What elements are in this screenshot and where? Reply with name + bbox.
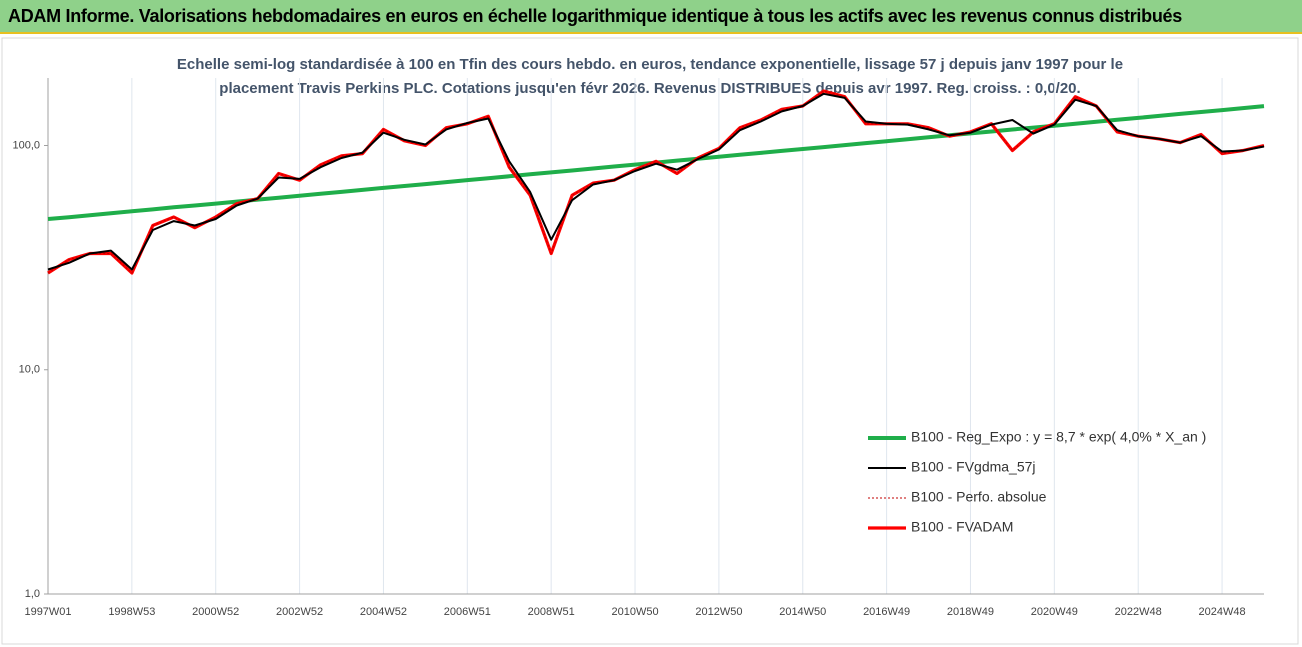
legend-label: B100 - FVADAM [911,519,1013,535]
legend-label: B100 - Perfo. absolue [911,489,1047,505]
x-tick-label: 2014W50 [779,606,826,618]
chart-title: Echelle semi-log standardisée à 100 en T… [177,56,1123,73]
x-tick-label: 1998W53 [108,606,155,618]
x-tick-label: 2008W51 [528,606,575,618]
series-line [47,92,1265,271]
x-tick-label: 2012W50 [695,606,742,618]
legend-label: B100 - FVgdma_57j [911,459,1036,475]
x-tick-label: 1997W01 [24,606,71,618]
x-tick-label: 2002W52 [276,606,323,618]
x-tick-label: 2004W52 [360,606,407,618]
header-bar: ADAM Informe. Valorisations hebdomadaire… [0,0,1302,34]
x-tick-label: 2018W49 [947,606,994,618]
x-tick-label: 2022W48 [1115,606,1162,618]
legend-label: B100 - Reg_Expo : y = 8,7 * exp( 4,0% * … [911,429,1206,445]
chart: Echelle semi-log standardisée à 100 en T… [1,37,1299,645]
y-tick-label: 1,0 [25,588,40,600]
x-tick-label: 2006W51 [444,606,491,618]
x-tick-label: 2024W48 [1199,606,1246,618]
x-tick-label: 2000W52 [192,606,239,618]
x-tick-label: 2016W49 [863,606,910,618]
y-tick-label: 100,0 [12,139,40,151]
chart-title: placement Travis Perkins PLC. Cotations … [219,80,1080,97]
header-title: ADAM Informe. Valorisations hebdomadaire… [8,6,1182,26]
x-tick-label: 2020W49 [1031,606,1078,618]
y-tick-label: 10,0 [19,364,40,376]
chart-frame [1,37,1299,645]
x-tick-label: 2010W50 [611,606,658,618]
